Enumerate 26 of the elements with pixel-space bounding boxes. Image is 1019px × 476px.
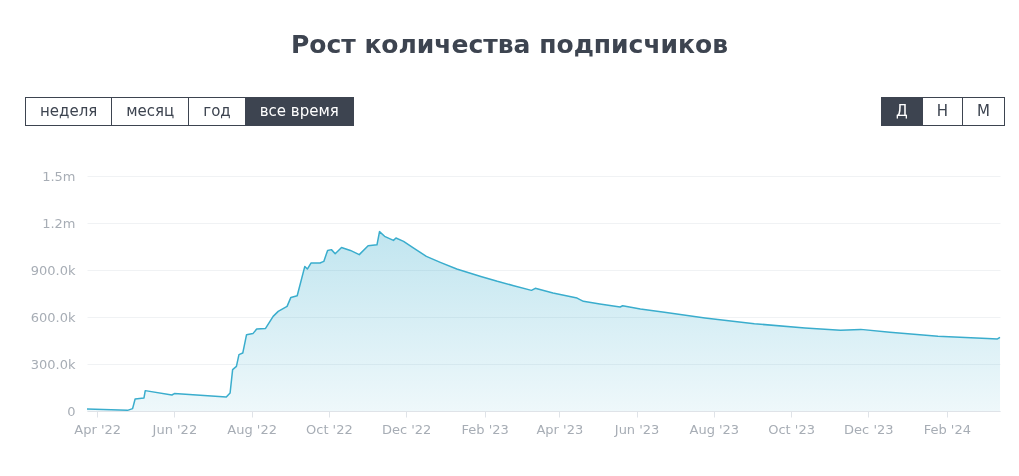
x-tick-label: Oct '23 xyxy=(768,421,815,437)
text: все время xyxy=(244,97,354,126)
text: месяц xyxy=(111,97,190,126)
x-tick-label: Feb '24 xyxy=(923,421,971,437)
y-tick-label: 600.0k xyxy=(30,309,76,325)
y-tick-label: 900.0k xyxy=(30,262,76,278)
x-tick-label: Oct '22 xyxy=(306,421,353,437)
x-tick-label: Jun '23 xyxy=(613,421,660,437)
x-tick-label: Dec '23 xyxy=(844,421,894,437)
text: М xyxy=(962,97,1005,126)
x-tick-label: Aug '23 xyxy=(689,421,740,437)
x-tick-label: Apr '22 xyxy=(74,421,122,437)
y-tick-label: 1.5m xyxy=(42,168,76,184)
x-tick-label: Feb '23 xyxy=(461,421,509,437)
y-tick-label: 300.0k xyxy=(30,356,76,372)
y-tick-label: 1.2m xyxy=(42,215,76,231)
y-tick-label: 0 xyxy=(67,403,76,419)
chart-title: Рост количества подписчиков xyxy=(289,30,730,59)
text: год xyxy=(188,97,246,126)
text: неделя xyxy=(25,97,113,126)
x-tick-label: Jun '22 xyxy=(151,421,198,437)
text: Д xyxy=(881,97,923,126)
x-tick-label: Aug '22 xyxy=(227,421,277,437)
x-tick-label: Dec '22 xyxy=(381,421,432,437)
x-tick-label: Apr '23 xyxy=(536,421,584,437)
text: Н xyxy=(921,97,964,126)
